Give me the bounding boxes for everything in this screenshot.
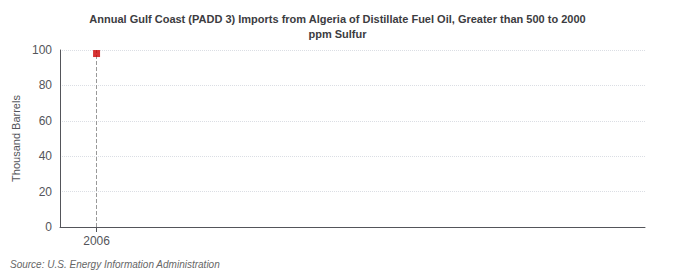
svg-text:40: 40 — [39, 149, 53, 163]
svg-text:100: 100 — [32, 43, 52, 57]
svg-text:Thousand Barrels: Thousand Barrels — [10, 95, 22, 182]
svg-text:ppm Sulfur: ppm Sulfur — [308, 28, 367, 40]
svg-text:80: 80 — [39, 78, 53, 92]
svg-text:0: 0 — [45, 220, 52, 234]
svg-text:Annual Gulf Coast (PADD 3) Imp: Annual Gulf Coast (PADD 3) Imports from … — [89, 13, 585, 25]
svg-text:60: 60 — [39, 114, 53, 128]
svg-text:Source: U.S. Energy Informatio: Source: U.S. Energy Information Administ… — [10, 259, 220, 270]
svg-text:20: 20 — [39, 185, 53, 199]
svg-text:2006: 2006 — [83, 234, 110, 248]
